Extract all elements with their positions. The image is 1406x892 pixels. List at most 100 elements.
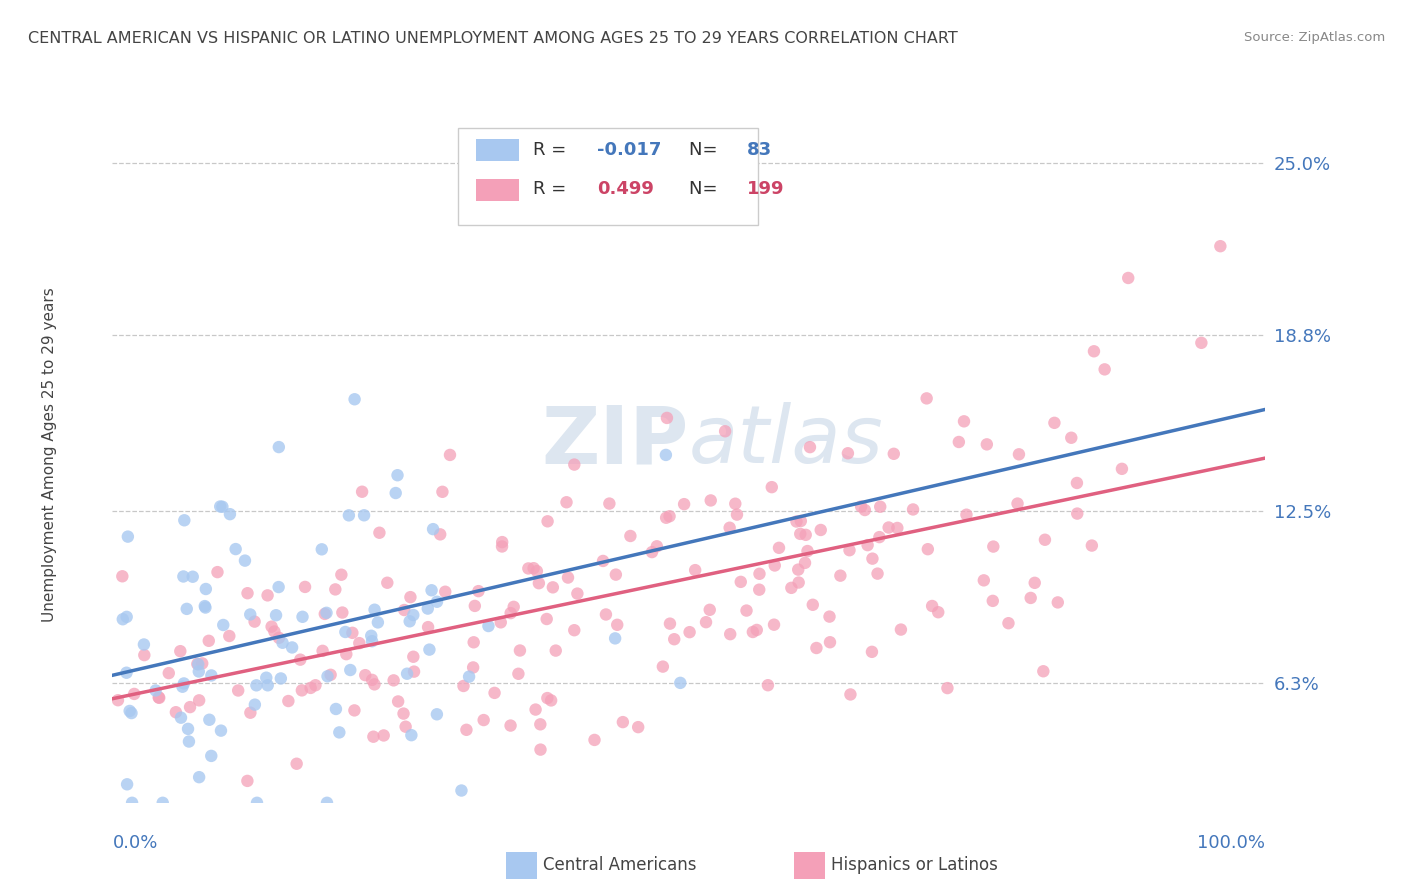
Point xyxy=(544,643,567,657)
Point xyxy=(659,616,682,631)
Point xyxy=(343,392,366,407)
Point xyxy=(655,510,678,524)
Point xyxy=(325,702,347,716)
Point xyxy=(335,647,357,661)
Point xyxy=(187,665,209,679)
Point xyxy=(200,668,222,682)
Point xyxy=(890,623,912,637)
Point xyxy=(806,640,828,655)
Point xyxy=(416,620,439,634)
Point xyxy=(343,703,366,717)
Point xyxy=(256,678,278,692)
Point xyxy=(439,448,461,462)
Point xyxy=(540,693,562,707)
Point xyxy=(464,599,486,613)
Point xyxy=(330,606,353,620)
Text: CENTRAL AMERICAN VS HISPANIC OR LATINO UNEMPLOYMENT AMONG AGES 25 TO 29 YEARS CO: CENTRAL AMERICAN VS HISPANIC OR LATINO U… xyxy=(28,31,957,46)
Point xyxy=(526,564,548,578)
Point xyxy=(218,629,240,643)
Point xyxy=(170,711,193,725)
Point xyxy=(360,629,382,643)
Point xyxy=(1081,539,1104,553)
Point xyxy=(236,773,259,788)
Point xyxy=(267,440,290,454)
Point xyxy=(562,458,585,472)
Point xyxy=(285,756,308,771)
Point xyxy=(627,720,650,734)
Point xyxy=(830,568,852,582)
Point xyxy=(1111,462,1133,476)
Point xyxy=(592,554,614,568)
Text: 199: 199 xyxy=(747,180,785,198)
Point xyxy=(683,563,706,577)
Point xyxy=(785,515,807,529)
Point xyxy=(1060,431,1083,445)
Point xyxy=(434,584,457,599)
Point xyxy=(352,484,374,499)
Point xyxy=(796,544,818,558)
Point xyxy=(291,683,314,698)
Point xyxy=(399,590,422,604)
Point xyxy=(1019,591,1042,605)
Point xyxy=(955,508,977,522)
Point xyxy=(418,642,440,657)
Point xyxy=(735,603,758,617)
Point xyxy=(328,725,350,739)
Point xyxy=(401,728,423,742)
Point xyxy=(509,643,531,657)
Point xyxy=(187,657,209,672)
Point xyxy=(886,521,908,535)
Point xyxy=(392,706,415,721)
Point xyxy=(489,615,512,630)
Point xyxy=(172,680,194,694)
Point xyxy=(107,693,129,707)
Point xyxy=(502,599,524,614)
Point xyxy=(673,497,696,511)
Point xyxy=(339,663,361,677)
Text: Unemployment Among Ages 25 to 29 years: Unemployment Among Ages 25 to 29 years xyxy=(42,287,56,623)
Point xyxy=(375,575,398,590)
Point xyxy=(122,687,145,701)
Point xyxy=(953,414,976,428)
FancyBboxPatch shape xyxy=(458,128,758,226)
Point xyxy=(714,424,737,438)
Point xyxy=(756,678,779,692)
Point xyxy=(209,500,232,514)
Point xyxy=(699,603,721,617)
Point xyxy=(291,609,314,624)
Point xyxy=(763,558,786,573)
Point xyxy=(337,508,360,523)
Point xyxy=(277,694,299,708)
Point xyxy=(367,615,389,630)
Text: Central Americans: Central Americans xyxy=(543,856,696,874)
Text: R =: R = xyxy=(533,141,572,159)
Point xyxy=(402,607,425,622)
Point xyxy=(342,625,364,640)
Point xyxy=(529,742,551,756)
Point xyxy=(226,683,249,698)
Point xyxy=(527,184,550,198)
Point xyxy=(256,588,278,602)
Point xyxy=(595,607,617,622)
Point xyxy=(458,670,481,684)
Text: ZIP: ZIP xyxy=(541,402,689,480)
Point xyxy=(1066,507,1088,521)
Point xyxy=(838,543,860,558)
Text: Source: ZipAtlas.com: Source: ZipAtlas.com xyxy=(1244,31,1385,45)
Point xyxy=(200,748,222,763)
Point xyxy=(402,665,425,679)
Point xyxy=(311,644,333,658)
Point xyxy=(536,691,558,706)
Point xyxy=(450,783,472,797)
Point xyxy=(976,437,998,451)
Point xyxy=(780,581,803,595)
Point xyxy=(194,599,217,613)
Text: Hispanics or Latinos: Hispanics or Latinos xyxy=(831,856,998,874)
Point xyxy=(394,603,416,617)
Text: N=: N= xyxy=(689,180,723,198)
Point xyxy=(794,556,817,570)
Point xyxy=(472,713,495,727)
Point xyxy=(316,796,339,810)
Point xyxy=(363,677,385,691)
Point xyxy=(260,620,283,634)
